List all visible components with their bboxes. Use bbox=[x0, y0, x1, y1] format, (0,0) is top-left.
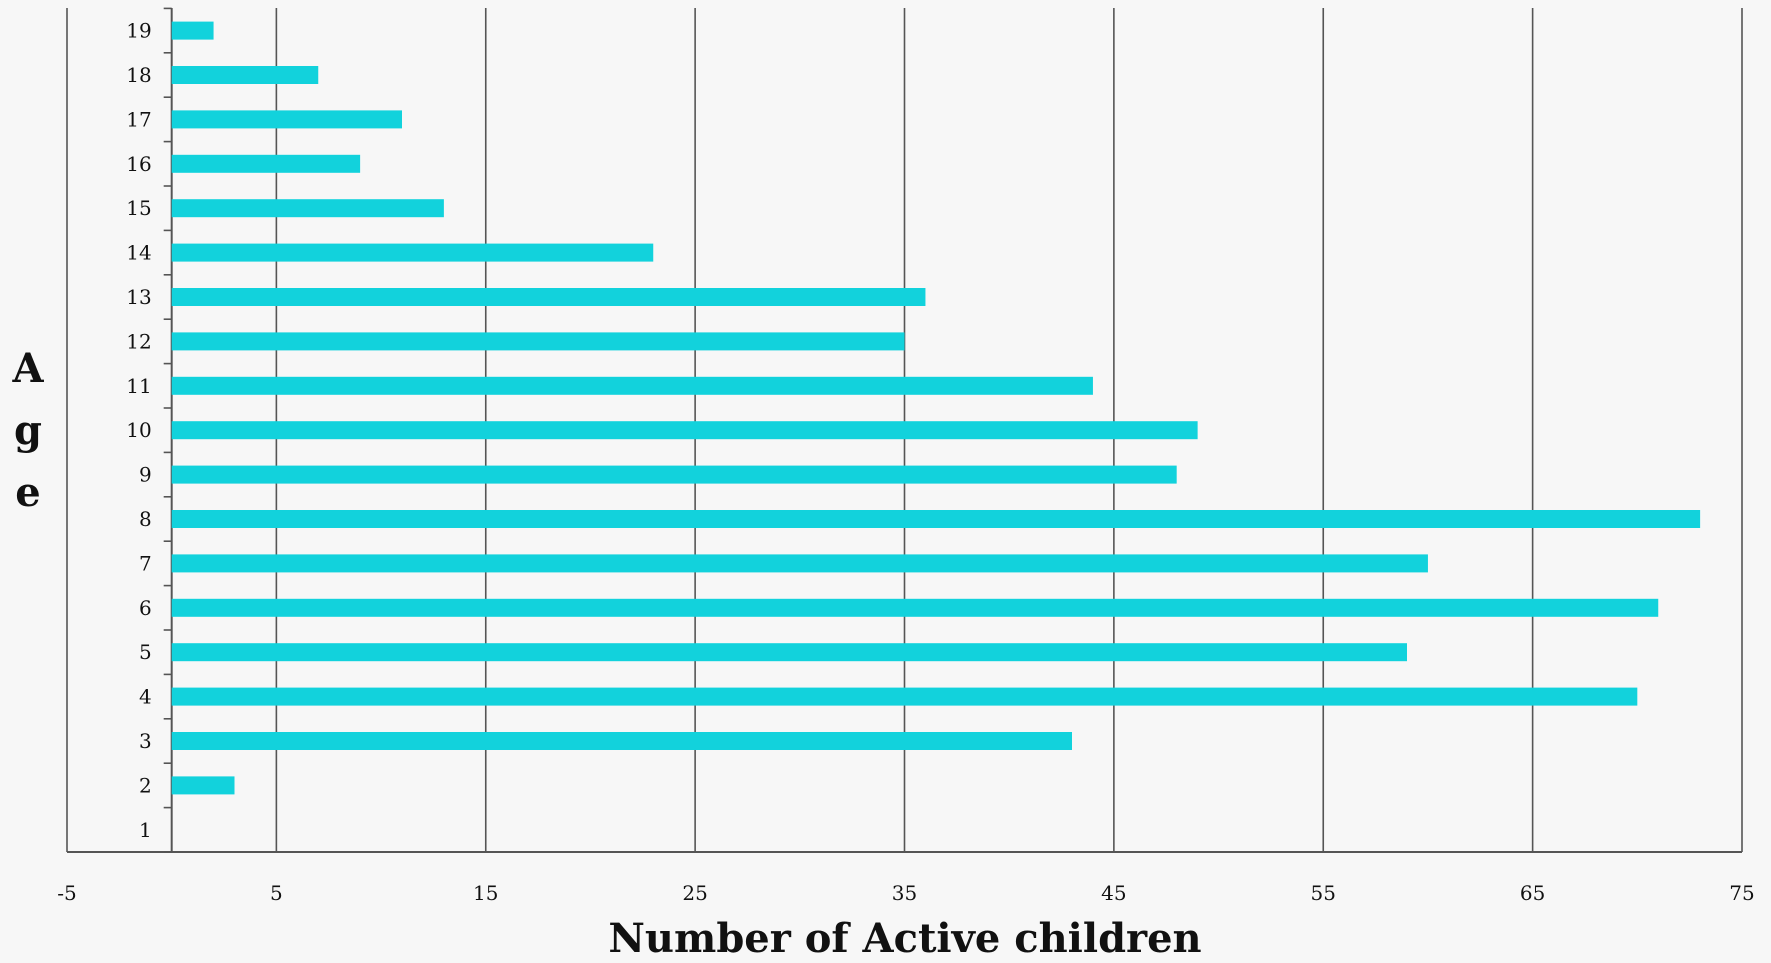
bar-age-3 bbox=[171, 732, 1072, 750]
x-tick-label: -5 bbox=[57, 881, 76, 905]
y-tick-label: 17 bbox=[126, 107, 151, 131]
bar-age-14 bbox=[171, 243, 654, 262]
x-tick-label: 25 bbox=[682, 881, 707, 905]
y-tick-label: 8 bbox=[139, 507, 152, 531]
y-tick-label: 13 bbox=[126, 285, 151, 309]
x-tick-label: 45 bbox=[1101, 881, 1126, 905]
y-tick-label: 14 bbox=[126, 241, 151, 265]
bars bbox=[171, 21, 1701, 795]
bar-age-2 bbox=[171, 776, 235, 795]
y-tick-label: 2 bbox=[139, 773, 152, 797]
x-tick-label: 5 bbox=[270, 881, 283, 905]
bar-age-9 bbox=[171, 465, 1177, 484]
y-tick-label: 19 bbox=[126, 19, 151, 43]
bar-age-10 bbox=[171, 421, 1198, 440]
bar-age-8 bbox=[171, 510, 1701, 528]
bar-age-11 bbox=[171, 376, 1093, 395]
x-tick-label: 35 bbox=[892, 881, 917, 905]
y-axis-label: Age bbox=[11, 345, 44, 516]
y-axis-label-letter: A bbox=[11, 345, 44, 392]
y-tick-label: 10 bbox=[126, 418, 151, 442]
bar-age-7 bbox=[171, 554, 1428, 573]
bar-age-5 bbox=[171, 643, 1407, 662]
y-tick-label: 4 bbox=[139, 685, 152, 709]
x-tick-labels: -5 5 15 25 35 45 55 65 75 bbox=[57, 881, 1754, 905]
bar-age-13 bbox=[171, 288, 926, 306]
y-tick-label: 11 bbox=[126, 374, 151, 398]
y-tick-label: 6 bbox=[139, 596, 152, 620]
x-tick-label: 15 bbox=[473, 881, 498, 905]
bar-age-17 bbox=[171, 110, 402, 129]
x-axis-label: Number of Active children bbox=[608, 915, 1201, 962]
bar-age-6 bbox=[171, 598, 1659, 617]
y-tick-label: 15 bbox=[126, 196, 151, 220]
bar-age-19 bbox=[171, 21, 214, 40]
bar-age-15 bbox=[171, 199, 444, 218]
y-axis-label-letter: g bbox=[14, 407, 42, 454]
y-tick-label: 5 bbox=[139, 640, 152, 664]
x-tick-label: 55 bbox=[1311, 881, 1336, 905]
y-tick-label: 16 bbox=[126, 152, 151, 176]
y-tick-label: 3 bbox=[139, 729, 152, 753]
y-axis-label-letter: e bbox=[15, 469, 40, 516]
y-tick-label: 12 bbox=[126, 329, 151, 353]
x-tick-label: 75 bbox=[1729, 881, 1754, 905]
bar-age-18 bbox=[171, 66, 319, 84]
y-tick-label: 1 bbox=[139, 818, 152, 842]
y-tick-label: 18 bbox=[126, 63, 151, 87]
bar-age-4 bbox=[171, 687, 1638, 706]
bar-age-12 bbox=[171, 332, 905, 351]
x-tick-label: 65 bbox=[1520, 881, 1545, 905]
y-tick-label: 7 bbox=[139, 551, 152, 575]
bar-age-16 bbox=[171, 154, 361, 173]
y-tick-label: 9 bbox=[139, 463, 152, 487]
